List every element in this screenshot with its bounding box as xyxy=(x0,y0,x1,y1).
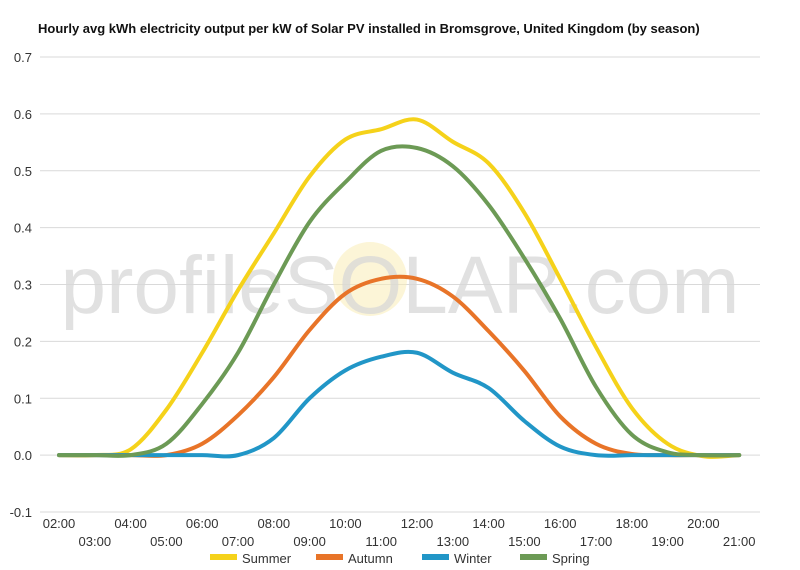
x-tick-label: 15:00 xyxy=(508,534,541,549)
legend-item-winter[interactable]: Winter xyxy=(422,551,492,566)
legend-item-summer[interactable]: Summer xyxy=(210,551,292,566)
x-tick-label: 13:00 xyxy=(437,534,470,549)
x-axis-ticks: 02:0003:0004:0005:0006:0007:0008:0009:00… xyxy=(43,516,756,549)
legend-label: Winter xyxy=(454,551,492,566)
x-tick-label: 02:00 xyxy=(43,516,76,531)
series-line-summer xyxy=(57,117,742,459)
legend-item-autumn[interactable]: Autumn xyxy=(316,551,393,566)
legend-label: Summer xyxy=(242,551,292,566)
chart-title: Hourly avg kWh electricity output per kW… xyxy=(38,21,700,36)
legend: Summer Autumn Winter Spring xyxy=(210,551,590,566)
x-tick-label: 17:00 xyxy=(580,534,613,549)
legend-label: Spring xyxy=(552,551,590,566)
y-tick-label: 0.2 xyxy=(14,334,32,349)
legend-label: Autumn xyxy=(348,551,393,566)
watermark: profileSOLAR.com xyxy=(60,240,739,331)
watermark-sun-icon xyxy=(333,242,407,316)
x-tick-label: 14:00 xyxy=(472,516,505,531)
x-tick-label: 07:00 xyxy=(222,534,255,549)
series-lines xyxy=(57,117,742,459)
x-tick-label: 19:00 xyxy=(651,534,684,549)
x-tick-label: 20:00 xyxy=(687,516,720,531)
x-tick-label: 06:00 xyxy=(186,516,219,531)
y-tick-label: 0.1 xyxy=(14,391,32,406)
x-tick-label: 10:00 xyxy=(329,516,362,531)
x-tick-label: 09:00 xyxy=(293,534,326,549)
y-tick-label: -0.1 xyxy=(10,505,32,520)
y-tick-label: 0.5 xyxy=(14,164,32,179)
series-line-winter xyxy=(57,349,742,459)
legend-swatch xyxy=(210,554,237,560)
y-tick-label: 0.7 xyxy=(14,50,32,65)
x-tick-label: 21:00 xyxy=(723,534,756,549)
x-tick-label: 04:00 xyxy=(114,516,147,531)
y-tick-label: 0.4 xyxy=(14,221,32,236)
legend-swatch xyxy=(422,554,449,560)
x-tick-label: 12:00 xyxy=(401,516,434,531)
x-tick-label: 05:00 xyxy=(150,534,183,549)
x-tick-label: 11:00 xyxy=(365,534,397,549)
x-tick-label: 18:00 xyxy=(616,516,649,531)
y-axis-ticks: -0.1 0.0 0.1 0.2 0.3 0.4 0.5 0.6 0.7 xyxy=(10,50,32,520)
legend-item-spring[interactable]: Spring xyxy=(520,551,590,566)
x-tick-label: 03:00 xyxy=(79,534,112,549)
y-tick-label: 0.6 xyxy=(14,107,32,122)
x-tick-label: 08:00 xyxy=(258,516,291,531)
series-line-spring xyxy=(57,144,742,458)
legend-swatch xyxy=(520,554,547,560)
y-tick-label: 0.0 xyxy=(14,448,32,463)
legend-swatch xyxy=(316,554,343,560)
y-tick-label: 0.3 xyxy=(14,278,32,293)
x-tick-label: 16:00 xyxy=(544,516,577,531)
